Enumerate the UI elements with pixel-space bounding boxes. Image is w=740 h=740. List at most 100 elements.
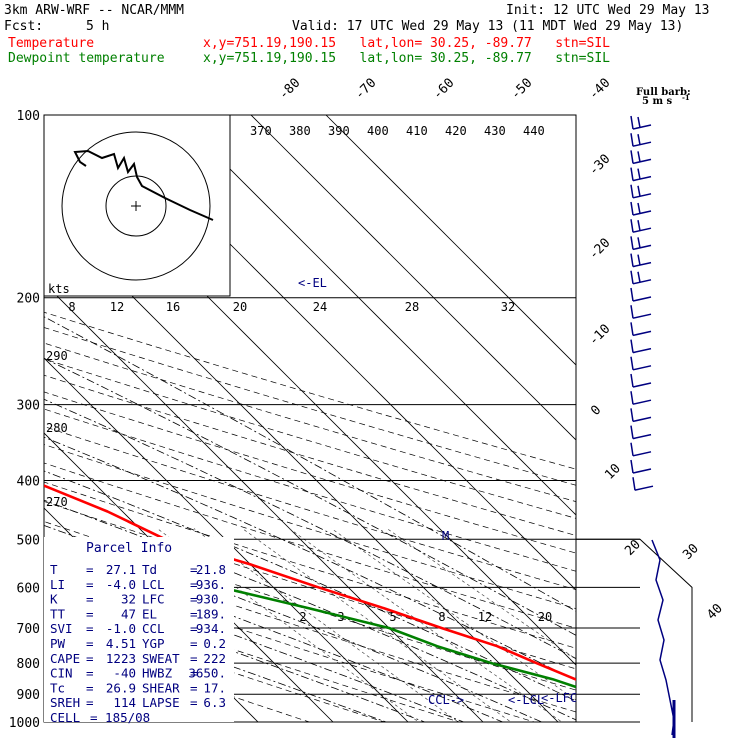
lfc-marker: <-LFC xyxy=(541,691,577,705)
isotherm-line xyxy=(250,115,576,441)
parcel-label: EL xyxy=(142,606,157,621)
parcel-value: 26.9 xyxy=(106,680,136,695)
dewpoint-series-line xyxy=(44,536,576,689)
hodograph-speed-label: 12 xyxy=(110,300,124,314)
hodograph-speed-label: 8 xyxy=(68,300,75,314)
wind-barb-flag xyxy=(630,287,634,302)
parcel-eq: = xyxy=(190,651,198,666)
dry-adiabat-line xyxy=(44,541,576,713)
parcel-eq: = xyxy=(190,666,198,681)
dry-adiabat-line xyxy=(44,585,461,722)
temperature-right-label: -10 xyxy=(586,322,613,349)
parcel-value: 934. xyxy=(196,621,226,636)
theta-e-label: 390 xyxy=(328,124,350,138)
isotherm-line xyxy=(44,432,334,722)
parcel-label: YGP xyxy=(142,636,165,651)
isotherm-line xyxy=(44,207,559,722)
parcel-value: -4.0 xyxy=(106,577,136,592)
lcl-marker: <-LCL xyxy=(508,693,544,707)
wind-barb-shaft xyxy=(632,296,652,302)
isotherm-line xyxy=(325,115,576,366)
parcel-label: CCL xyxy=(142,621,165,636)
model-title: 3km ARW-WRF -- NCAR/MMM xyxy=(4,3,185,18)
parcel-eq: = xyxy=(190,621,198,636)
temperature-right-label: -30 xyxy=(586,152,613,179)
theta-e-label: 420 xyxy=(445,124,467,138)
wind-barb-flag xyxy=(630,391,634,405)
parcel-value: 0.2 xyxy=(203,636,226,651)
theta-e-label: 380 xyxy=(289,124,311,138)
wind-barb-shaft xyxy=(632,124,652,130)
wind-barb-flag xyxy=(637,151,641,163)
parcel-label: TT xyxy=(50,606,66,621)
parcel-eq: = xyxy=(86,606,94,621)
wind-barb-shaft xyxy=(632,261,652,268)
wind-barb-shaft xyxy=(632,451,652,457)
wind-barb-flag xyxy=(630,322,634,336)
hodograph-speed-label: 16 xyxy=(166,300,180,314)
wind-barb-shaft xyxy=(632,227,652,233)
wind-barb-flag xyxy=(637,254,641,266)
parcel-value: 189. xyxy=(196,606,226,621)
pressure-tick-label: 100 xyxy=(17,109,40,124)
parcel-label: SHEAR xyxy=(142,680,180,695)
wind-barb-shaft xyxy=(632,244,652,251)
wind-barb-flag xyxy=(630,167,634,181)
mixing-ratio-label: 20 xyxy=(538,610,552,624)
wind-barb-shaft xyxy=(632,141,652,147)
wind-barb-shaft xyxy=(632,347,652,354)
wind-barb-shaft xyxy=(634,485,654,491)
mixing-ratio-line xyxy=(331,528,576,701)
wind-barb-shaft xyxy=(632,313,652,319)
parcel-label: LFC xyxy=(142,592,165,607)
parcel-value: 222 xyxy=(203,651,226,666)
wind-barb-flag xyxy=(630,150,634,164)
moist-adiabat-line xyxy=(44,398,576,660)
barb-legend-exponent: -1 xyxy=(682,93,690,102)
parcel-info-title: Parcel Info xyxy=(86,541,172,556)
wind-barb-flag xyxy=(630,253,634,267)
wind-barb-shaft xyxy=(632,210,652,216)
parcel-label: CAPE xyxy=(50,651,80,666)
wind-barb-flag xyxy=(630,425,634,439)
pressure-tick-label: 800 xyxy=(17,657,40,672)
temperature-location: x,y=751.19,190.15 lat,lon= 30.25, -89.77… xyxy=(203,36,610,51)
wind-barb-flag xyxy=(630,459,634,474)
parcel-eq: = xyxy=(86,577,94,592)
temperature-right-label: 10 xyxy=(602,461,624,483)
dewpoint-legend: Dewpoint temperature xyxy=(8,51,165,66)
parcel-eq: = xyxy=(86,651,94,666)
parcel-eq: = xyxy=(190,695,198,710)
theta-e-label: 430 xyxy=(484,124,506,138)
el-marker: <-EL xyxy=(298,276,327,290)
dry-adiabat-line xyxy=(44,311,576,470)
init-time: Init: 12 UTC Wed 29 May 13 xyxy=(506,3,710,18)
parcel-value: -1.0 xyxy=(106,621,136,636)
wind-barb-shaft xyxy=(632,279,652,285)
wind-lower-trace xyxy=(651,539,675,736)
parcel-eq: = xyxy=(190,606,198,621)
pressure-tick-label: 200 xyxy=(17,292,40,307)
wind-barb-flag xyxy=(630,339,634,353)
wind-barb-shaft xyxy=(632,365,652,371)
wind-barb-shaft xyxy=(632,330,652,337)
wind-barb-shaft xyxy=(632,193,652,199)
dry-adiabat-line xyxy=(44,501,576,670)
parcel-value: 930. xyxy=(196,592,226,607)
parcel-value: = 185/08 xyxy=(90,710,150,725)
parcel-eq: = xyxy=(86,680,94,695)
parcel-label: SVI xyxy=(50,621,73,636)
mixing-ratio-line xyxy=(157,528,420,722)
theta-e-label: 440 xyxy=(523,124,545,138)
wind-column-frame xyxy=(576,538,693,722)
mixing-ratio-label: 12 xyxy=(478,610,492,624)
parcel-eq: = xyxy=(190,636,198,651)
m-marker: M xyxy=(442,529,449,543)
wind-barb-flag xyxy=(632,477,636,491)
pressure-tick-label: 400 xyxy=(17,474,40,489)
temperature-right-label: 0 xyxy=(588,403,604,419)
temperature-top-label: -40 xyxy=(586,76,613,103)
parcel-label: LAPSE xyxy=(142,695,180,710)
moist-adiabat-line xyxy=(44,583,426,722)
